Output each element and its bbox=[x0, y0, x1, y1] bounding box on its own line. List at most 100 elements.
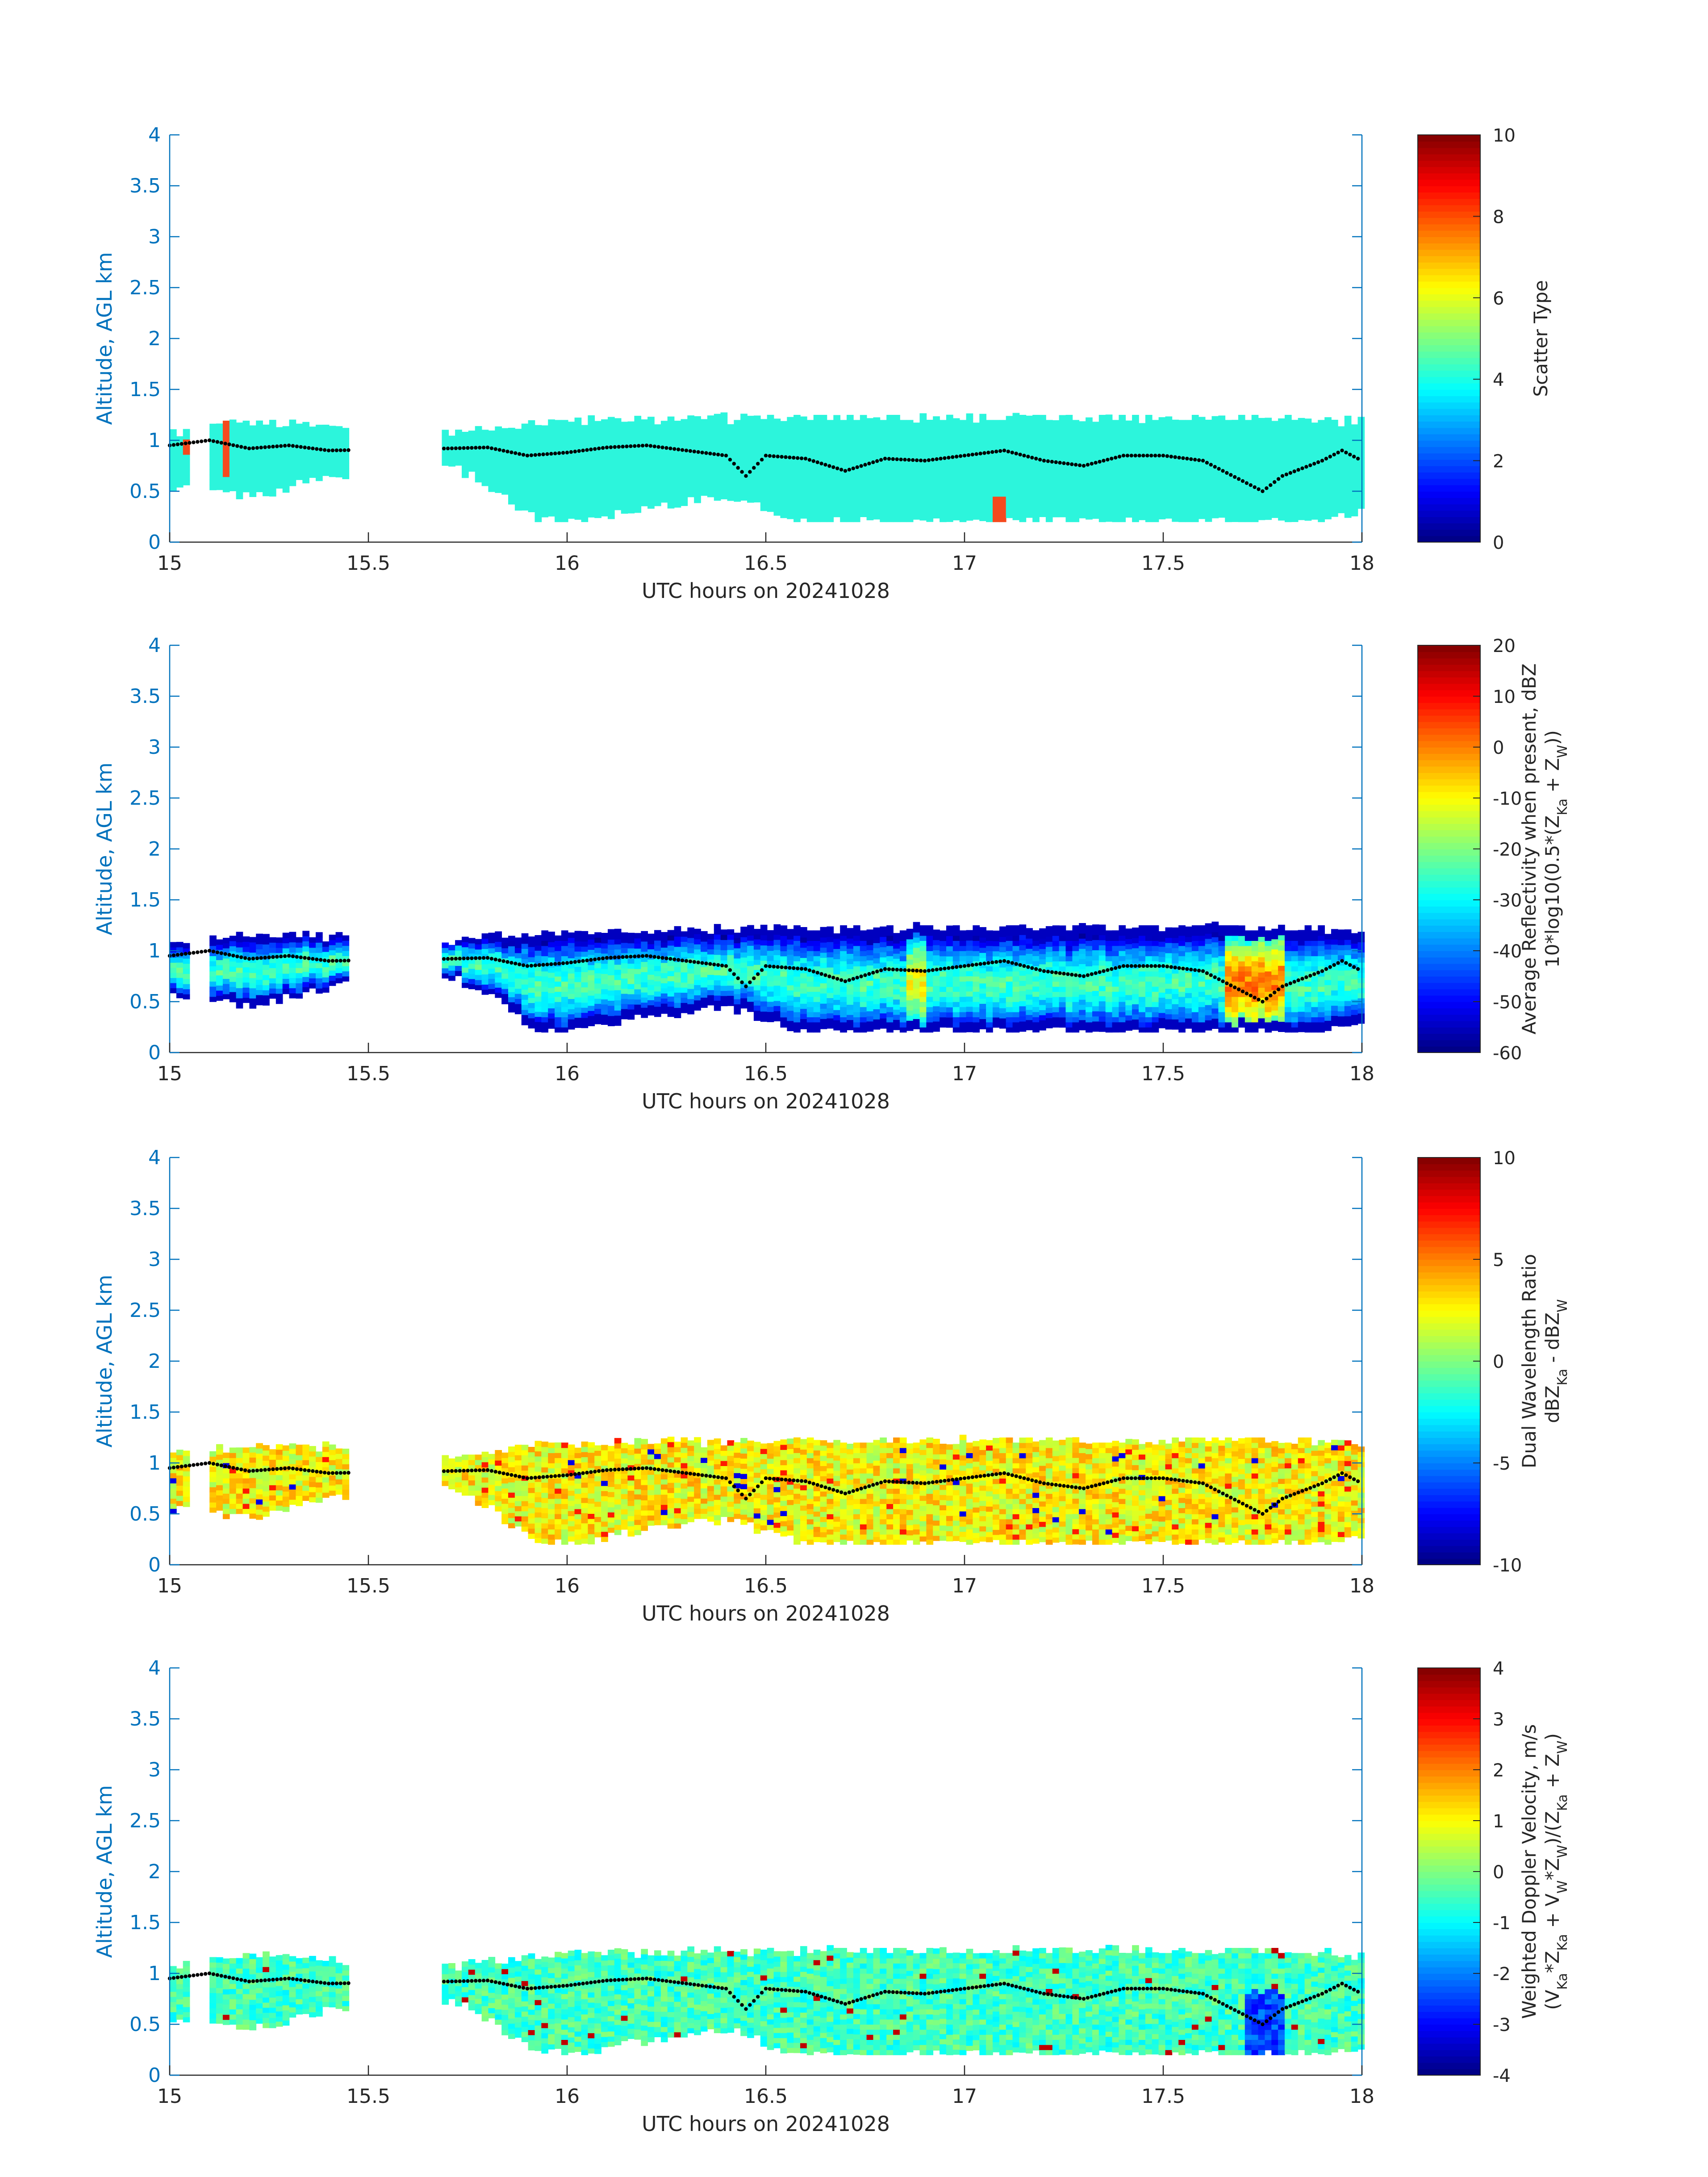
heatmap-cell bbox=[216, 485, 223, 490]
colorbar-swatch bbox=[1418, 243, 1480, 250]
heatmap-cell bbox=[913, 422, 920, 428]
heatmap-cell bbox=[1158, 498, 1166, 504]
heatmap-cell bbox=[813, 1022, 821, 1028]
heatmap-cell bbox=[1304, 510, 1312, 516]
heatmap-cell bbox=[282, 932, 290, 938]
heatmap-cell bbox=[1324, 422, 1332, 428]
heatmap-cell bbox=[289, 937, 296, 943]
heatmap-cell bbox=[853, 961, 860, 966]
heatmap-cell bbox=[940, 945, 947, 951]
heatmap-cell bbox=[647, 1010, 655, 1015]
heatmap-cell bbox=[787, 442, 794, 448]
heatmap-cell bbox=[866, 940, 874, 945]
base-dot bbox=[1165, 454, 1169, 458]
heatmap-cell bbox=[853, 481, 860, 487]
heatmap-cell bbox=[209, 423, 217, 429]
base-dot bbox=[640, 443, 645, 448]
heatmap-cell bbox=[1139, 443, 1146, 449]
heatmap-cell bbox=[1052, 481, 1060, 487]
colorbar-swatch bbox=[1418, 217, 1480, 225]
base-dot bbox=[1225, 471, 1229, 475]
heatmap-cell bbox=[1211, 426, 1219, 432]
heatmap-cell bbox=[681, 439, 688, 445]
heatmap-cell bbox=[1251, 466, 1259, 472]
heatmap-cell bbox=[1086, 514, 1093, 520]
base-dot bbox=[1280, 474, 1285, 478]
heatmap-cell bbox=[442, 963, 449, 969]
heatmap-cell bbox=[342, 433, 350, 439]
heatmap-cell bbox=[1012, 413, 1020, 418]
heatmap-cell bbox=[860, 940, 867, 946]
colorbar-swatch bbox=[1418, 313, 1480, 320]
heatmap-cell bbox=[561, 1011, 568, 1017]
heatmap-cell bbox=[1304, 418, 1312, 424]
heatmap-cell bbox=[1045, 491, 1053, 497]
heatmap-cell bbox=[1218, 461, 1226, 467]
heatmap-cell bbox=[495, 431, 502, 437]
heatmap-cell bbox=[561, 1017, 568, 1023]
heatmap-cell bbox=[568, 942, 575, 949]
heatmap-cell bbox=[681, 500, 688, 506]
heatmap-cell bbox=[1019, 435, 1027, 441]
heatmap-cell bbox=[1291, 450, 1299, 456]
heatmap-cell bbox=[720, 458, 728, 464]
heatmap-cell bbox=[926, 445, 934, 451]
heatmap-cell bbox=[747, 482, 754, 488]
heatmap-cell bbox=[886, 1002, 894, 1007]
heatmap-cell bbox=[1238, 501, 1245, 507]
heatmap-cell bbox=[880, 977, 887, 983]
heatmap-cell bbox=[667, 426, 675, 432]
heatmap-cell bbox=[276, 993, 283, 999]
heatmap-cell bbox=[946, 925, 953, 931]
colorbar-swatch bbox=[1418, 535, 1480, 543]
heatmap-cell bbox=[880, 947, 887, 953]
heatmap-cell bbox=[820, 471, 827, 476]
x-tick-label: 15 bbox=[157, 552, 182, 575]
heatmap-cell bbox=[773, 990, 781, 996]
heatmap-cell bbox=[1271, 507, 1278, 513]
heatmap-cell bbox=[561, 976, 568, 982]
heatmap-cell bbox=[216, 459, 223, 465]
heatmap-cell bbox=[594, 932, 601, 938]
heatmap-cell bbox=[740, 993, 748, 999]
colorbar-swatch bbox=[1418, 338, 1480, 346]
heatmap-cell bbox=[847, 943, 854, 949]
heatmap-cell bbox=[514, 973, 522, 979]
heatmap-cell bbox=[555, 511, 562, 517]
heatmap-cell bbox=[1032, 460, 1040, 466]
heatmap-cell bbox=[681, 941, 688, 947]
heatmap-cell bbox=[209, 991, 217, 997]
heatmap-cell bbox=[952, 448, 960, 455]
heatmap-cell bbox=[588, 965, 595, 970]
heatmap-cell bbox=[634, 451, 642, 457]
heatmap-cell bbox=[276, 447, 283, 453]
heatmap-cell bbox=[548, 982, 555, 988]
heatmap-cell bbox=[899, 491, 907, 497]
heatmap-cell bbox=[806, 425, 814, 430]
heatmap-cell bbox=[827, 987, 834, 993]
heatmap-cell bbox=[687, 927, 694, 933]
heatmap-cell bbox=[263, 985, 270, 990]
heatmap-cell bbox=[753, 939, 761, 945]
heatmap-cell bbox=[236, 489, 243, 494]
heatmap-cell bbox=[601, 999, 608, 1005]
heatmap-cell bbox=[541, 956, 548, 961]
heatmap-cell bbox=[1185, 496, 1192, 502]
heatmap-cell bbox=[753, 944, 761, 950]
heatmap-cell bbox=[886, 935, 894, 941]
heatmap-cell bbox=[641, 997, 648, 1003]
heatmap-cell bbox=[641, 435, 648, 440]
heatmap-cell bbox=[840, 986, 847, 992]
heatmap-cell bbox=[886, 961, 894, 966]
heatmap-cell bbox=[568, 999, 575, 1004]
heatmap-cell bbox=[263, 974, 270, 980]
heatmap-cell bbox=[1285, 455, 1292, 461]
heatmap-cell bbox=[1198, 488, 1206, 494]
heatmap-cell bbox=[760, 986, 768, 991]
heatmap-cell bbox=[720, 493, 728, 500]
heatmap-cell bbox=[1119, 445, 1126, 451]
heatmap-cell bbox=[209, 454, 217, 460]
heatmap-cell bbox=[574, 463, 582, 469]
heatmap-cell bbox=[475, 436, 482, 442]
heatmap-cell bbox=[827, 471, 834, 476]
